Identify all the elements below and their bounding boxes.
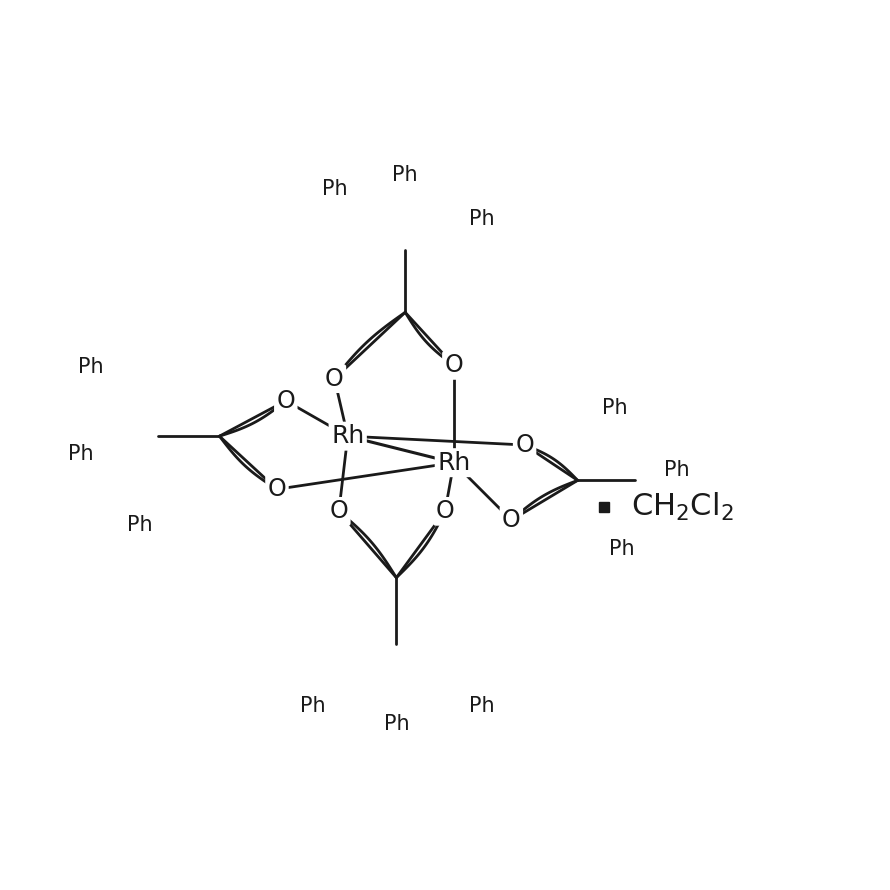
Text: Ph: Ph: [392, 166, 418, 185]
Text: Ph: Ph: [127, 514, 153, 535]
Text: O: O: [444, 353, 463, 377]
Text: O: O: [329, 499, 348, 523]
Text: O: O: [502, 508, 521, 532]
Text: O: O: [435, 499, 455, 523]
Text: Ph: Ph: [469, 696, 495, 716]
Text: Ph: Ph: [300, 696, 325, 716]
Text: O: O: [268, 477, 287, 501]
Text: Ph: Ph: [321, 179, 347, 198]
Text: Rh: Rh: [437, 450, 471, 474]
Text: Ph: Ph: [68, 444, 93, 464]
Text: Ph: Ph: [609, 539, 635, 559]
Text: Rh: Rh: [331, 425, 364, 449]
Text: O: O: [277, 389, 295, 413]
Text: Ph: Ph: [664, 460, 690, 480]
Text: Ph: Ph: [602, 398, 627, 417]
Text: Ph: Ph: [384, 714, 409, 733]
Text: Ph: Ph: [78, 357, 104, 377]
Text: O: O: [515, 433, 534, 457]
Text: CH$_2$Cl$_2$: CH$_2$Cl$_2$: [631, 491, 733, 523]
Text: O: O: [325, 367, 344, 391]
Text: Ph: Ph: [469, 209, 495, 230]
